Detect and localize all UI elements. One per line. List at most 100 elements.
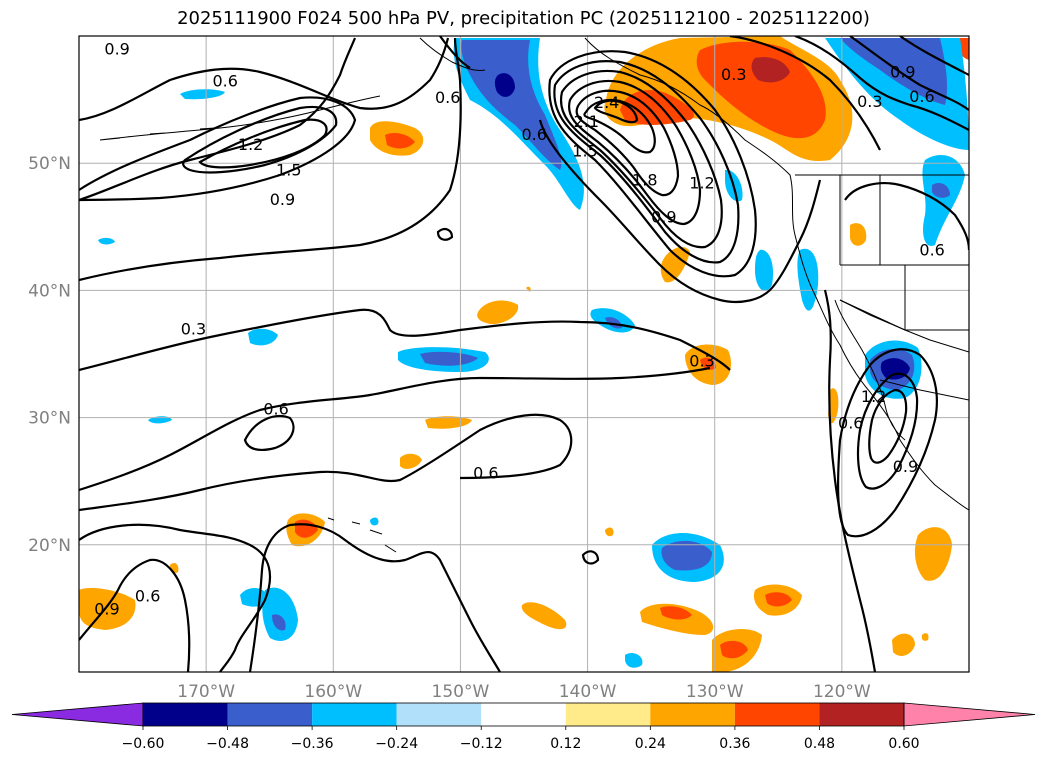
contour-label: 0.9: [104, 40, 129, 59]
contour-label: 0.3: [181, 320, 206, 339]
pv-contour: [575, 89, 680, 197]
pv-contour: [436, 228, 454, 241]
precip-positive-anomaly: [700, 357, 716, 370]
contour-label: 1.5: [572, 141, 597, 160]
colorbar-segment: [819, 703, 904, 726]
alaska-coastline: [419, 37, 486, 71]
contour-label: 0.6: [263, 400, 288, 419]
precip-negative-anomaly: [180, 89, 225, 100]
pv-contour: [79, 96, 357, 202]
state-border: [839, 299, 969, 353]
colorbar-tick-label: 0.12: [550, 736, 581, 752]
pv-contour: [581, 550, 600, 565]
contour-label: 0.6: [838, 414, 863, 433]
contour-label: 2.1: [574, 112, 599, 131]
precip-positive-anomaly: [921, 633, 929, 641]
precip-positive-anomaly: [385, 132, 415, 149]
precip-negative-anomaly: [262, 587, 298, 641]
latitude-label: 40°N: [28, 281, 71, 301]
colorbar-segment: [734, 703, 820, 726]
precip-positive-anomaly: [914, 527, 952, 581]
map-title: 2025111900 F024 500 hPa PV, precipitatio…: [177, 8, 870, 29]
longitude-label: 140°W: [559, 682, 617, 702]
precip-negative-anomaly: [272, 614, 286, 631]
precip-positive-anomaly: [400, 453, 422, 469]
colorbar-tick-label: −0.24: [375, 736, 418, 752]
colorbar-segment: [396, 703, 482, 726]
colorbar-tick-label: −0.36: [291, 736, 334, 752]
latitude-label: 30°N: [28, 409, 71, 429]
colorbar-extension-low: [11, 702, 144, 727]
precip-positive-anomaly: [892, 633, 915, 656]
precip-positive-anomaly: [605, 527, 614, 537]
precip-negative-anomaly: [625, 653, 643, 668]
map-frame: [78, 35, 970, 673]
pv-contour: [567, 79, 702, 226]
longitude-labels: 170°W 160°W 150°W 140°W 130°W 120°W: [177, 682, 871, 702]
colorbar-segment: [481, 703, 566, 726]
north-america-coastline: [584, 37, 969, 511]
precip-negative-anomaly: [661, 540, 712, 571]
longitude-label: 170°W: [177, 682, 235, 702]
contour-label: 1.2: [861, 387, 886, 406]
mexico-border: [879, 379, 969, 401]
pv-contour: [836, 348, 938, 538]
pv-contour: [553, 60, 740, 264]
contour-label: 1.2: [238, 135, 263, 154]
pv-contour: [856, 372, 919, 490]
precip-negative-anomaly: [420, 351, 478, 366]
contour-label: 0.9: [651, 208, 676, 227]
hawaii-islands: [327, 517, 397, 553]
pv-contour: [849, 36, 969, 111]
pv-contour: [439, 36, 471, 69]
colorbar-segment: [143, 703, 228, 726]
pv-contour: [79, 558, 191, 672]
precip-negative-anomaly: [840, 38, 948, 105]
latitude-labels: 20°N 30°N 40°N 50°N: [28, 154, 71, 556]
colorbar-tick-labels: −0.60 −0.48 −0.36 −0.24 −0.12 0.12 0.24 0.36 0.4…: [122, 726, 920, 752]
colorbar-segment: [312, 703, 397, 726]
precip-negative-anomaly: [932, 183, 950, 198]
pv-contour: [593, 99, 639, 124]
contour-label: 0.6: [521, 125, 546, 144]
precip-negative-anomaly: [922, 155, 965, 246]
longitude-label: 120°W: [813, 682, 871, 702]
pv-contour: [79, 413, 573, 512]
contour-label: 0.3: [689, 351, 714, 370]
precip-negative-anomaly: [240, 588, 270, 607]
precip-positive-anomaly: [850, 223, 867, 246]
pv-contours: [79, 36, 969, 672]
colorbar-segment: [227, 703, 313, 726]
pv-contour: [79, 37, 357, 202]
contour-label: 1.5: [276, 161, 301, 180]
contour-label: 0.6: [135, 587, 160, 606]
colorbar-tick-label: 0.36: [719, 736, 750, 752]
contour-label: 0.6: [909, 87, 934, 106]
colorbar-extension-high: [903, 702, 1036, 727]
colorbar-outline: [142, 702, 905, 727]
contour-label: 0.9: [270, 190, 295, 209]
pv-contour: [548, 50, 757, 278]
longitude-label: 130°W: [686, 682, 744, 702]
colorbar-segment: [565, 703, 651, 726]
colorbar-tick-label: 0.24: [635, 736, 666, 752]
pv-contour: [823, 289, 877, 672]
pv-contour: [794, 36, 969, 131]
pv-contour: [868, 388, 908, 464]
pv-contour: [79, 366, 711, 492]
pv-contour: [198, 118, 328, 169]
precip-negative-anomaly: [461, 40, 562, 170]
latitude-label: 50°N: [28, 154, 71, 174]
colorbar-segment: [650, 703, 735, 726]
precip-positive-anomaly: [751, 57, 790, 83]
precip-negative-anomaly: [98, 237, 115, 245]
contour-label: 0.9: [890, 63, 915, 82]
map-area: 0.9 0.6 1.2 1.5 0.9 0.6 0.3 0.6 0.6 0.6 0.9 0.6 2.42…: [79, 36, 969, 672]
pv-contour: [79, 308, 731, 372]
precip-negative-anomaly: [494, 73, 515, 97]
precip-negative-anomaly: [370, 517, 379, 526]
contour-label: 0.9: [893, 457, 918, 476]
contour-label: 0.3: [857, 92, 882, 111]
contour-label: 0.6: [212, 72, 237, 91]
pv-contour: [899, 36, 969, 76]
